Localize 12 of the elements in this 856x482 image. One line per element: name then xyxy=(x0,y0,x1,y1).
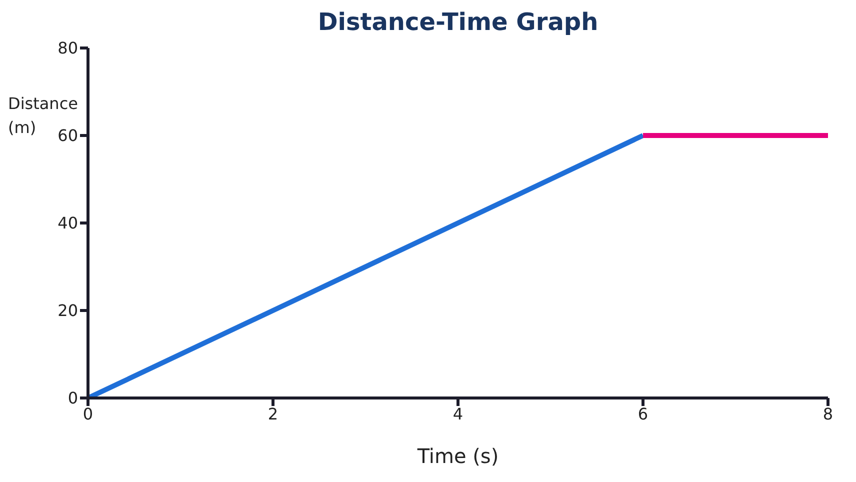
x-tick-label: 4 xyxy=(452,404,464,424)
y-tick-label: 40 xyxy=(58,214,78,233)
chart-title: Distance-Time Graph xyxy=(316,8,600,36)
x-tick-label: 8 xyxy=(822,404,834,424)
x-tick-label: 6 xyxy=(638,404,648,424)
x-tick-label: 2 xyxy=(268,404,278,424)
y-tick-label: 60 xyxy=(58,126,78,146)
x-tick-label: 0 xyxy=(82,404,94,424)
y-tick-label: 0 xyxy=(68,388,78,408)
y-tick-label: 20 xyxy=(58,301,78,320)
x-axis-title: Time (s) xyxy=(416,444,500,468)
y-tick-label: 80 xyxy=(58,38,78,58)
